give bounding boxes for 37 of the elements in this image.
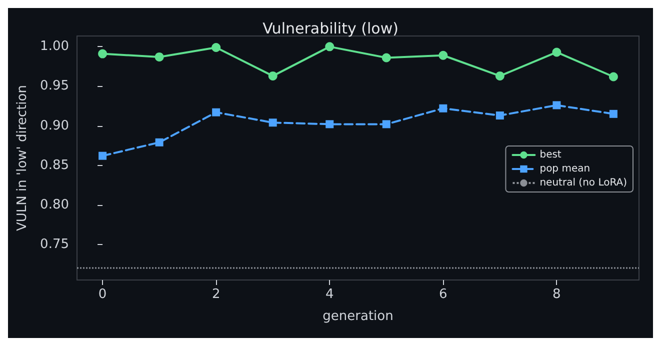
point (608, 72, 618, 82)
y-tick-label: 1.00 (40, 39, 69, 54)
x-tick-label: 8 (552, 287, 561, 302)
point (496, 111, 504, 120)
point (609, 110, 618, 118)
point (212, 108, 220, 116)
y-tick-label: 0.95 (40, 78, 69, 94)
point (98, 49, 108, 58)
point (155, 138, 164, 146)
point (495, 71, 504, 80)
point (438, 50, 448, 60)
y-tick-label: 0.90 (40, 118, 69, 134)
point (326, 120, 334, 128)
point (382, 120, 390, 128)
point (268, 118, 277, 127)
point (552, 48, 562, 57)
y-axis-title: VULN in 'low' direction (15, 85, 30, 231)
point (98, 152, 107, 160)
x-tick-label: 0 (98, 287, 107, 302)
y-tick-label: 0.80 (40, 197, 69, 212)
legend-label: neutral (no LoRA) (540, 178, 628, 188)
chart-title: Vulnerability (low) (262, 20, 398, 38)
point (268, 71, 278, 80)
x-tick-label: 4 (325, 287, 334, 302)
point (212, 42, 221, 52)
point (325, 42, 334, 52)
point (154, 52, 164, 62)
y-tick-label: 0.85 (40, 158, 69, 173)
point (382, 53, 391, 62)
y-tick-label: 0.75 (40, 236, 69, 252)
point (439, 104, 448, 112)
legend-label: pop mean (540, 164, 590, 174)
x-tick-label: 6 (439, 287, 448, 302)
x-axis-title: generation (322, 309, 394, 324)
legend-label: best (540, 150, 562, 160)
x-tick-label: 2 (212, 287, 220, 302)
point (552, 101, 561, 110)
